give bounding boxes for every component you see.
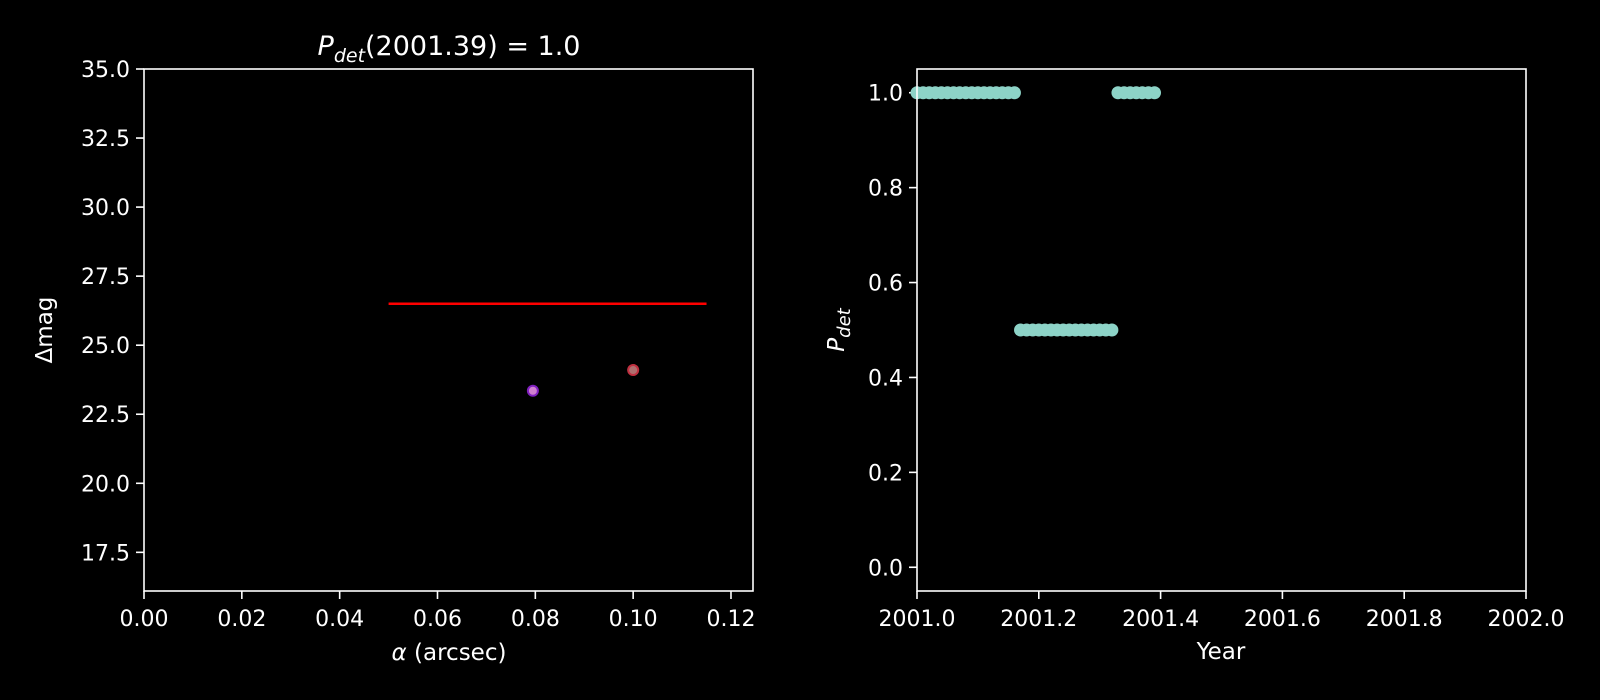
right-y-tick-label: 0.0 <box>868 556 903 581</box>
left-chart-title: Pdet(2001.39) = 1.0 <box>318 31 581 67</box>
delta-mag-chart: Pdet(2001.39) = 1.0 17.5 20.0 22.5 25.0 27.5… <box>32 31 755 666</box>
left-x-tick-label: 0.10 <box>609 607 658 632</box>
left-plot-frame <box>143 68 754 592</box>
left-y-tick-label: 22.5 <box>81 403 130 428</box>
right-y-tick-label: 0.4 <box>868 366 903 391</box>
right-x-ticks: 2001.0 2001.2 2001.4 2001.6 2001.8 2002.0 <box>879 591 1565 632</box>
left-x-axis-label: α (arcsec) <box>392 640 507 666</box>
right-y-ticks: 0.0 0.2 0.4 0.6 0.8 1.0 <box>868 82 917 581</box>
right-plot-frame <box>916 68 1527 592</box>
right-x-tick-label: 2001.6 <box>1244 607 1321 632</box>
planet-point <box>627 364 640 377</box>
left-x-tick-label: 0.00 <box>120 607 169 632</box>
right-y-tick-label: 0.8 <box>868 177 903 202</box>
left-y-tick-label: 32.5 <box>81 127 130 152</box>
left-x-tick-label: 0.08 <box>511 607 560 632</box>
right-x-tick-label: 2001.8 <box>1366 607 1443 632</box>
left-y-tick-label: 27.5 <box>81 265 130 290</box>
right-x-tick-label: 2001.4 <box>1122 607 1199 632</box>
right-x-tick-label: 2001.0 <box>879 607 956 632</box>
right-x-tick-label: 2001.2 <box>1000 607 1077 632</box>
pdet-points <box>910 86 1162 337</box>
left-y-tick-label: 30.0 <box>81 196 130 221</box>
left-y-tick-label: 20.0 <box>81 472 130 497</box>
planet-point <box>526 384 539 397</box>
right-x-tick-label: 2002.0 <box>1488 607 1565 632</box>
left-x-tick-label: 0.04 <box>315 607 364 632</box>
left-y-axis-label: Δmag <box>32 297 58 364</box>
right-y-tick-label: 0.6 <box>868 272 903 297</box>
right-y-tick-label: 1.0 <box>868 82 903 107</box>
right-y-axis-label: Pdet <box>824 307 855 351</box>
right-x-axis-label: Year <box>1196 639 1246 665</box>
pdet-point <box>1105 323 1119 337</box>
pdet-point <box>1148 86 1162 100</box>
right-y-tick-label: 0.2 <box>868 461 903 486</box>
left-x-tick-label: 0.06 <box>413 607 462 632</box>
left-y-tick-label: 17.5 <box>81 541 130 566</box>
pdet-point <box>1007 86 1021 100</box>
left-x-ticks: 0.00 0.02 0.04 0.06 0.08 0.10 0.12 <box>120 591 755 632</box>
left-x-tick-label: 0.12 <box>706 607 755 632</box>
left-y-ticks: 17.5 20.0 22.5 25.0 27.5 30.0 32.5 35.0 <box>81 58 144 566</box>
pdet-vs-year-chart: 0.00.20.40.60.81.0 2001.0 2001.2 2001.4 200… <box>824 68 1565 665</box>
left-y-tick-label: 35.0 <box>81 58 130 83</box>
left-x-tick-label: 0.02 <box>217 607 266 632</box>
planet-points <box>526 364 640 397</box>
left-y-tick-label: 25.0 <box>81 334 130 359</box>
